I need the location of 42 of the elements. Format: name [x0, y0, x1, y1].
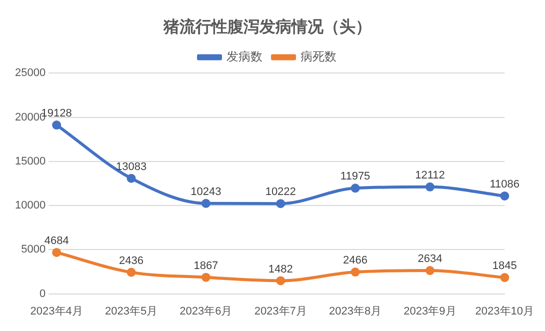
y-tick-label: 10000 — [14, 200, 46, 212]
point — [52, 120, 62, 130]
y-tick-label: 15000 — [14, 155, 46, 168]
data-label: 2436 — [119, 254, 144, 267]
data-label: 13083 — [116, 160, 147, 173]
point — [500, 191, 510, 200]
x-tick-label: 2023年7月 — [254, 305, 307, 318]
chart-title: 猪流行性腹泻发病情况（头） — [162, 17, 372, 36]
data-label: 11975 — [340, 170, 370, 183]
legend-label: 发病数 — [226, 50, 262, 64]
y-tick-label: 25000 — [14, 67, 46, 80]
point — [201, 198, 210, 208]
data-label: 1845 — [492, 260, 517, 272]
point — [126, 174, 136, 183]
data-label: 11086 — [490, 178, 520, 191]
point — [425, 182, 434, 192]
data-label: 10243 — [190, 186, 222, 198]
point — [201, 272, 210, 282]
data-label: 1867 — [194, 260, 218, 272]
point — [126, 268, 136, 277]
x-tick-label: 2023年10月 — [475, 305, 534, 318]
y-tick-label: 5000 — [21, 244, 46, 256]
x-tick-label: 2023年9月 — [404, 305, 456, 318]
point — [276, 199, 286, 208]
data-label: 2634 — [418, 253, 442, 266]
point — [350, 268, 360, 277]
data-label: 10222 — [265, 186, 296, 198]
data-label: 1482 — [268, 263, 293, 276]
data-label: 12112 — [415, 169, 445, 182]
point — [350, 184, 360, 193]
x-tick-label: 2023年5月 — [104, 305, 158, 318]
legend-label: 病死数 — [300, 50, 336, 64]
x-tick-label: 2023年6月 — [180, 305, 232, 318]
x-tick-label: 2023年4月 — [30, 305, 83, 318]
point — [52, 248, 62, 257]
x-tick-label: 2023年8月 — [328, 305, 382, 318]
data-label: 4684 — [44, 235, 69, 247]
y-tick-label: 0 — [39, 288, 46, 300]
point — [425, 266, 434, 276]
data-label: 2466 — [343, 254, 368, 267]
point — [276, 276, 286, 286]
point — [500, 273, 510, 282]
